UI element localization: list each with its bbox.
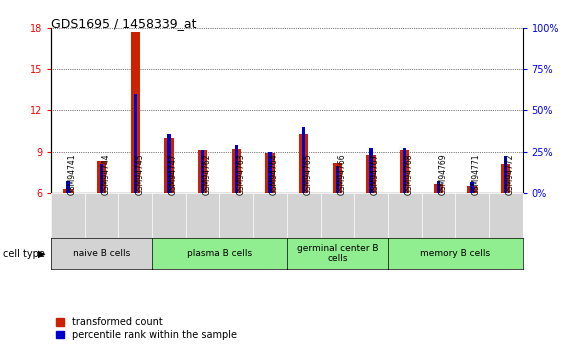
Bar	[66, 181, 70, 193]
Bar	[333, 163, 342, 193]
Text: GSM94765: GSM94765	[304, 154, 312, 195]
Text: naive B cells: naive B cells	[73, 249, 130, 258]
Text: GSM94769: GSM94769	[438, 154, 448, 195]
Bar	[268, 152, 272, 193]
Bar	[164, 138, 174, 193]
Bar	[235, 145, 238, 193]
Bar	[504, 156, 507, 193]
Bar	[100, 164, 103, 193]
Text: memory B cells: memory B cells	[420, 249, 490, 258]
Text: germinal center B
cells: germinal center B cells	[296, 244, 378, 263]
Bar	[63, 189, 73, 193]
Bar	[232, 149, 241, 193]
Text: GDS1695 / 1458339_at: GDS1695 / 1458339_at	[51, 17, 197, 30]
Bar	[97, 161, 106, 193]
Text: GSM94767: GSM94767	[371, 154, 380, 195]
Bar	[400, 150, 410, 193]
Text: GSM94763: GSM94763	[236, 154, 245, 195]
Text: GSM94771: GSM94771	[472, 154, 481, 195]
Text: GSM94762: GSM94762	[203, 154, 212, 195]
Text: GSM94764: GSM94764	[270, 154, 279, 195]
Bar	[133, 94, 137, 193]
Bar	[168, 134, 170, 193]
Bar	[437, 181, 440, 193]
Bar	[467, 186, 477, 193]
Bar	[131, 32, 140, 193]
Bar	[403, 148, 406, 193]
Bar	[201, 150, 204, 193]
Text: GSM94766: GSM94766	[337, 154, 346, 195]
Text: GSM94741: GSM94741	[68, 154, 77, 195]
Bar	[369, 148, 373, 193]
Bar	[198, 150, 207, 193]
Bar	[366, 155, 376, 193]
Bar	[470, 182, 474, 193]
Bar	[265, 153, 275, 193]
Text: ▶: ▶	[38, 249, 45, 258]
Text: cell type: cell type	[3, 249, 45, 258]
Bar	[299, 134, 308, 193]
Text: GSM94772: GSM94772	[506, 154, 515, 195]
Text: GSM94744: GSM94744	[102, 154, 111, 195]
Bar	[302, 127, 306, 193]
Bar	[336, 166, 339, 193]
Bar	[501, 164, 511, 193]
Text: GSM94747: GSM94747	[169, 154, 178, 195]
Text: GSM94768: GSM94768	[404, 154, 414, 195]
Text: GSM94745: GSM94745	[135, 154, 144, 195]
Legend: transformed count, percentile rank within the sample: transformed count, percentile rank withi…	[56, 317, 236, 340]
Bar	[433, 184, 443, 193]
Text: plasma B cells: plasma B cells	[187, 249, 252, 258]
